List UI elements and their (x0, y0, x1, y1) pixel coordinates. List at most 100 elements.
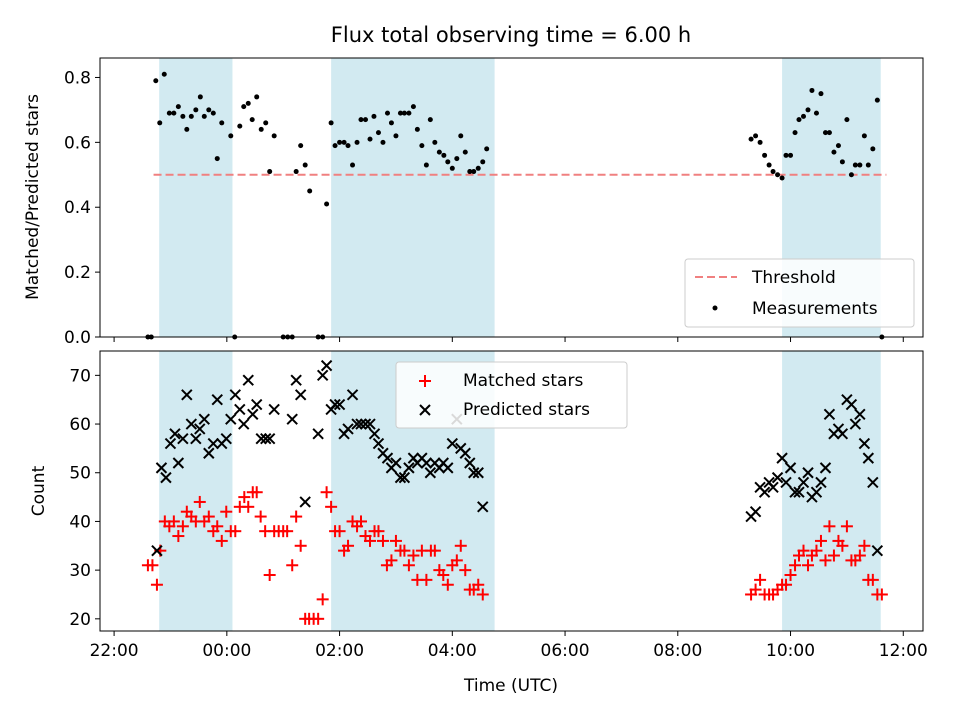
predicted-point (862, 452, 875, 464)
predicted-point (260, 432, 272, 445)
predicted-point (203, 447, 215, 459)
measurement-point (258, 126, 264, 132)
predicted-point (151, 544, 163, 557)
predicted-point (299, 496, 311, 508)
ratio-panel-legend: Threshold Measurements (684, 258, 915, 328)
matched-point (398, 544, 411, 557)
predicted-point (780, 476, 792, 489)
predicted-point (207, 437, 220, 450)
measurement-point (870, 146, 876, 152)
predicted-point (810, 486, 823, 498)
legend-matched-swatch (419, 375, 431, 387)
matched-point (454, 539, 467, 552)
measurement-point (180, 113, 186, 119)
x-axis-label: Time (UTC) (463, 676, 558, 696)
matched-point (320, 486, 333, 499)
predicted-point (459, 447, 471, 459)
measurement-point (809, 87, 815, 93)
predicted-point (381, 452, 394, 464)
matched-point (376, 534, 389, 547)
measurement-point (401, 110, 407, 116)
ratio-panel-x-ticks (113, 337, 904, 342)
matched-point (290, 510, 303, 523)
measurement-point (436, 149, 442, 155)
measurement-point (423, 162, 429, 168)
predicted-point (771, 471, 784, 484)
measurement-point (788, 152, 794, 158)
measurement-point (157, 120, 163, 126)
matched-point (146, 559, 159, 572)
measurement-point (214, 156, 220, 162)
measurement-point (193, 107, 199, 113)
measurement-point (427, 117, 433, 123)
measurement-point (406, 110, 412, 116)
measurement-point (375, 130, 381, 136)
predicted-point (854, 408, 866, 421)
matched-point (286, 559, 299, 572)
predicted-point (351, 418, 363, 430)
measurement-point (865, 162, 871, 168)
measurement-point (852, 162, 858, 168)
ratio-panel-frame (99, 57, 924, 338)
matched-point (354, 515, 367, 528)
measurement-point (350, 162, 356, 168)
measurement-point (161, 71, 167, 77)
predicted-point (355, 418, 367, 430)
predicted-point (194, 423, 206, 435)
predicted-point (164, 437, 177, 450)
matched-point (193, 495, 206, 508)
legend-measurements-swatch (712, 305, 718, 311)
predicted-point (268, 403, 280, 416)
measurement-point (166, 110, 172, 116)
predicted-point (242, 374, 254, 386)
predicted-point (294, 389, 307, 401)
measurement-point (184, 126, 190, 132)
x-tick-label: 06:00 (541, 641, 590, 661)
matched-point (215, 534, 228, 547)
measurement-point (267, 169, 273, 175)
matched-point (263, 569, 276, 581)
predicted-point (359, 418, 372, 430)
matched-point (802, 559, 815, 572)
predicted-point (464, 457, 476, 469)
measurement-point (237, 123, 243, 129)
measurement-point (363, 117, 369, 123)
predicted-point (823, 408, 836, 421)
predicted-point (247, 408, 259, 421)
measurement-point (458, 133, 464, 139)
measurement-point (337, 139, 343, 145)
count-points (141, 359, 888, 625)
measurement-point (341, 139, 347, 145)
measurement-point (805, 107, 811, 113)
measurement-point (449, 165, 455, 171)
shaded-interval-1 (331, 58, 495, 337)
shaded-interval-0 (159, 58, 233, 337)
matched-point (150, 578, 163, 591)
measurement-point (839, 159, 845, 165)
predicted-point (251, 398, 263, 411)
series-matched-stars (141, 486, 888, 625)
measurement-point (766, 162, 772, 168)
measurement-point (783, 152, 789, 158)
matched-point (281, 525, 294, 538)
predicted-point (198, 413, 210, 425)
measurement-point (762, 152, 768, 158)
measurement-point (410, 104, 416, 110)
matched-point (342, 539, 355, 552)
predicted-point (185, 418, 198, 430)
ratio-panel: 0.00.20.40.60.8 Matched/Predicted stars … (23, 57, 924, 348)
measurement-point (748, 136, 754, 142)
predicted-point (815, 476, 827, 489)
measurement-point (367, 136, 373, 142)
predicted-point (211, 393, 223, 406)
measurement-point (484, 146, 490, 152)
matched-point (780, 578, 793, 591)
measurement-point (188, 113, 194, 119)
measurement-point (414, 126, 420, 132)
predicted-point (849, 418, 862, 430)
predicted-point (424, 467, 437, 479)
matched-point (827, 549, 840, 562)
measurement-point (307, 188, 313, 194)
predicted-point (867, 476, 879, 489)
matched-point (789, 559, 802, 572)
